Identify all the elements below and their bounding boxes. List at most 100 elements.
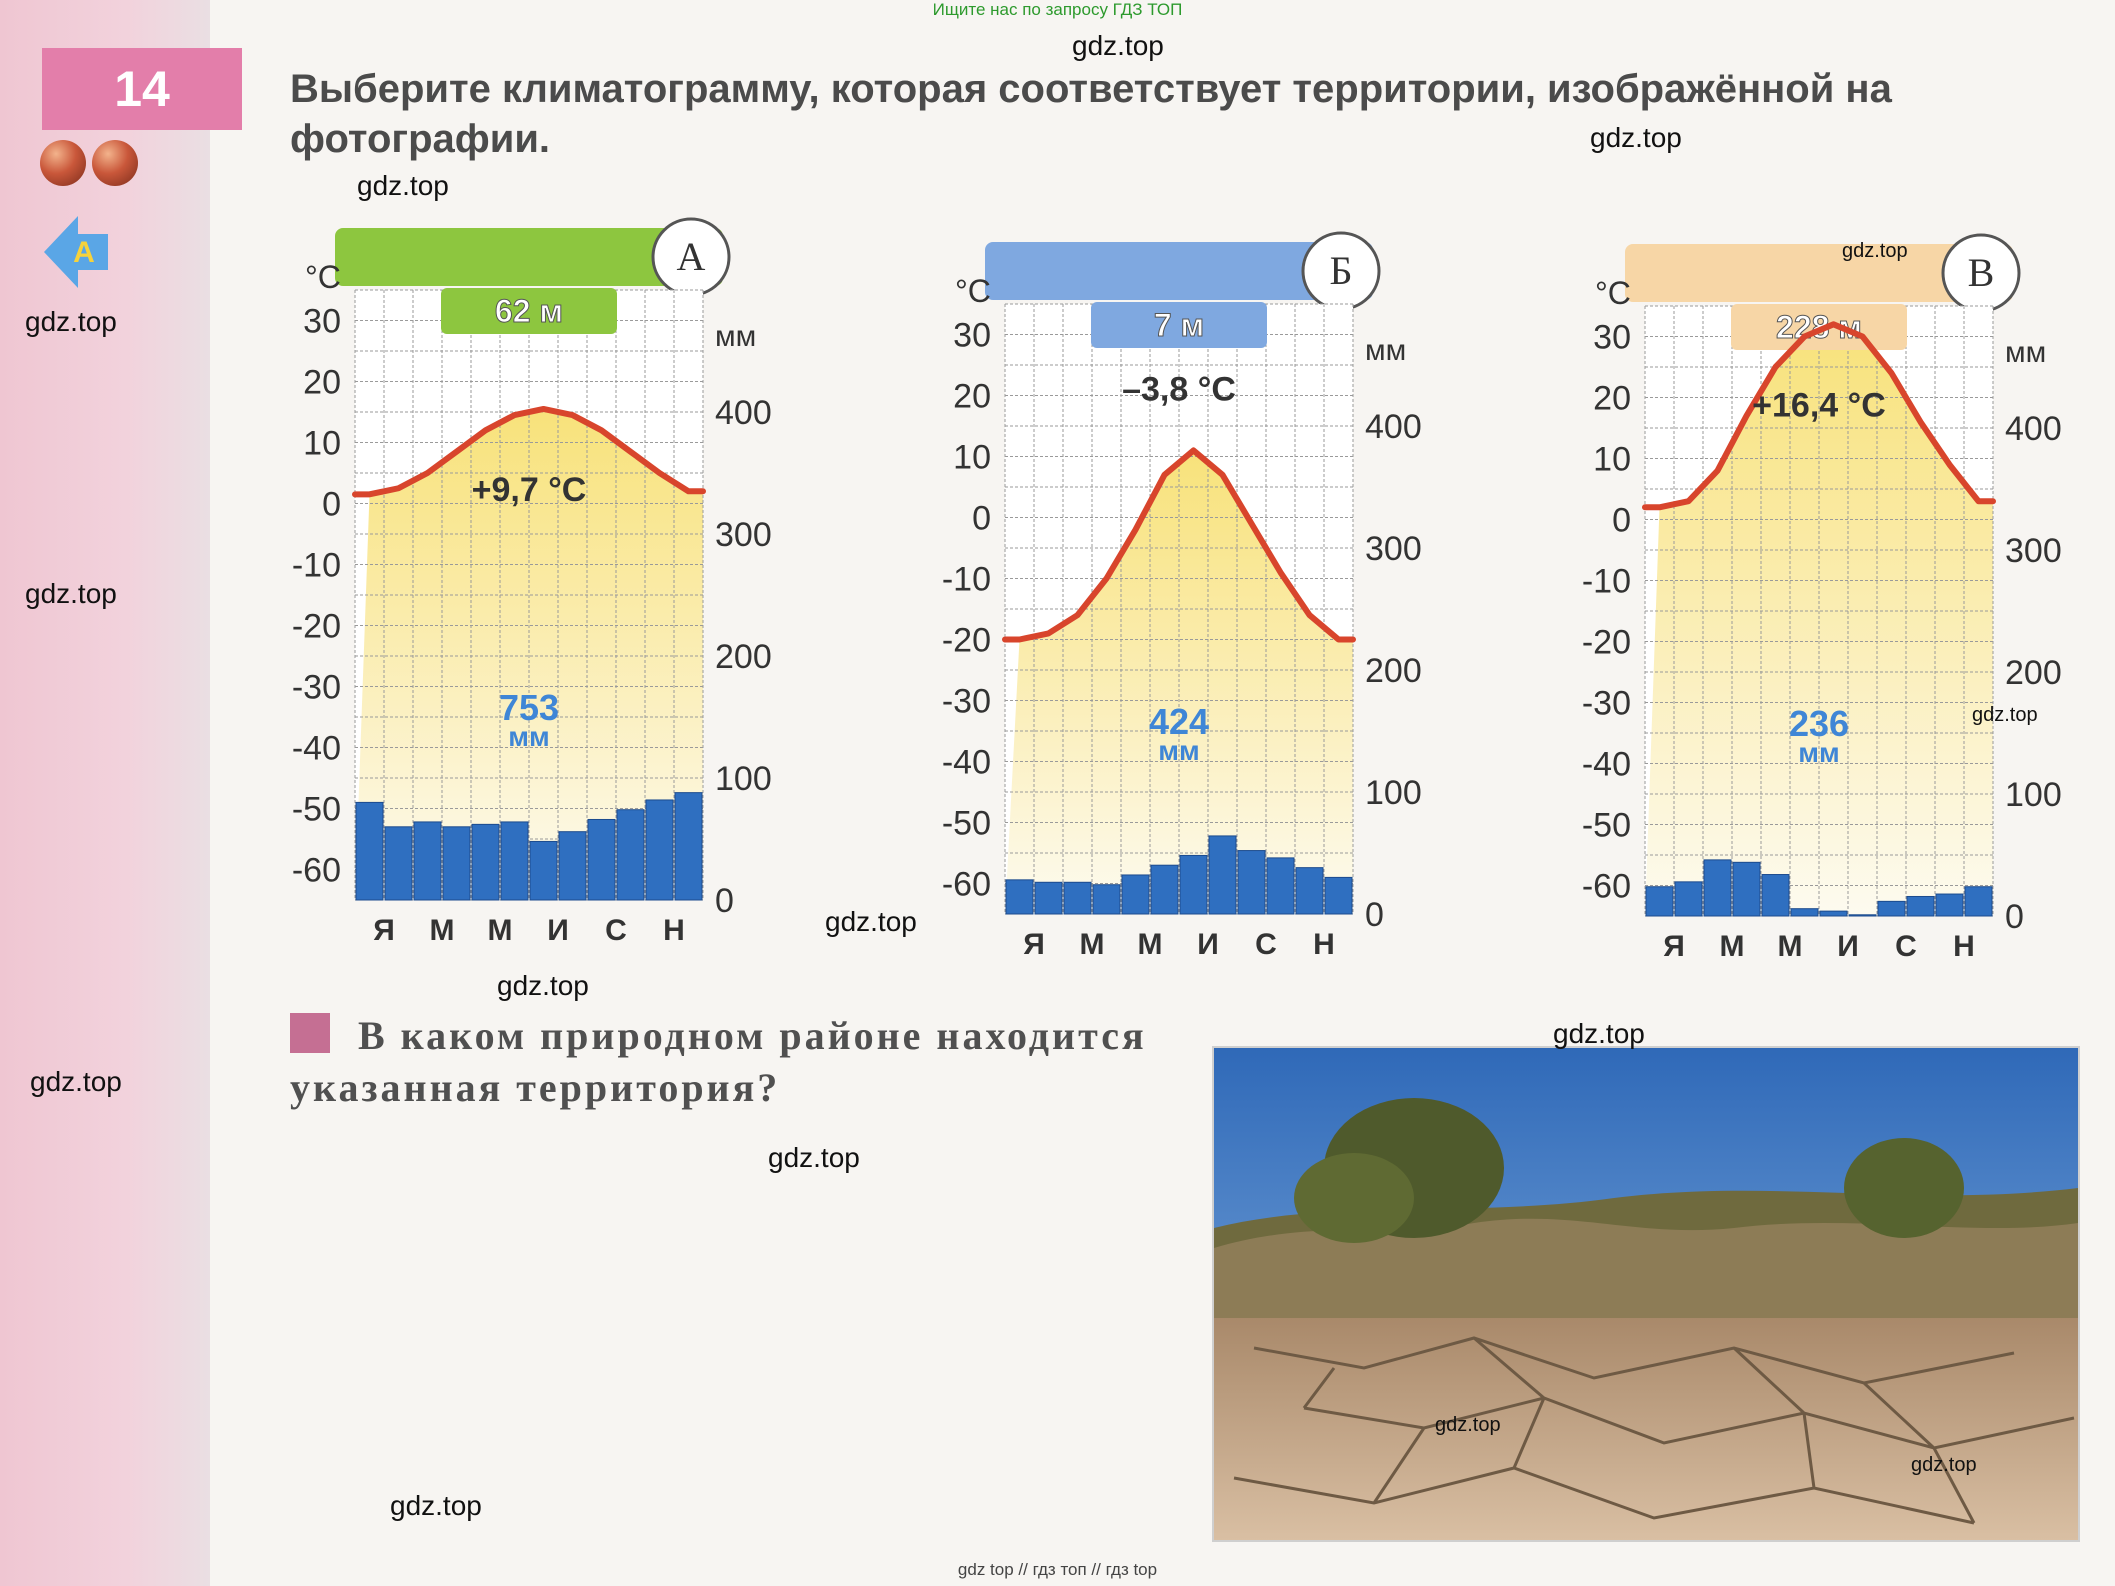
month-label: С	[1255, 928, 1277, 961]
chart-header-bar	[985, 242, 1373, 300]
precipitation-bar	[413, 821, 442, 901]
temp-tick-label: -30	[1582, 685, 1631, 723]
watermark: gdz.top	[825, 906, 917, 937]
month-label: С	[1895, 930, 1917, 963]
month-label: С	[605, 914, 627, 947]
temp-tick-label: 30	[1593, 319, 1631, 357]
watermark: gdz.top	[25, 578, 117, 609]
precipitation-bar	[1237, 850, 1266, 915]
month-label: Н	[1953, 930, 1975, 963]
precip-tick-label: 400	[2005, 410, 2062, 448]
watermark: gdz.top	[1072, 30, 1164, 61]
annual-precipitation-unit: мм	[1798, 737, 1839, 768]
month-label: М	[1720, 930, 1745, 963]
month-label: Н	[1313, 928, 1335, 961]
temp-tick-label: -10	[1582, 563, 1631, 601]
precipitation-bar	[1208, 835, 1237, 915]
precip-tick-label: 300	[1365, 530, 1422, 568]
watermark: gdz.top	[1435, 1414, 1501, 1436]
temp-tick-label: 20	[953, 378, 991, 416]
temp-tick-label: 10	[303, 425, 341, 463]
watermark: gdz.top	[1842, 240, 1908, 262]
temp-tick-label: 30	[953, 317, 991, 355]
task-text: Выберите климатограмму, которая соответс…	[290, 67, 1892, 161]
precipitation-bar	[1179, 854, 1208, 915]
month-label: И	[547, 914, 569, 947]
precipitation-bar	[442, 826, 471, 901]
month-label: М	[1778, 930, 1803, 963]
arrow-a-icon: A	[44, 216, 108, 288]
chart-header-bar	[335, 228, 723, 286]
precip-tick-label: 200	[1365, 652, 1422, 690]
month-label: И	[1837, 930, 1859, 963]
precip-axis-unit: мм	[2005, 336, 2046, 369]
precip-tick-label: 100	[1365, 774, 1422, 812]
difficulty-ball-icon	[92, 140, 138, 186]
precip-tick-label: 300	[715, 516, 772, 554]
chart-letter: А	[677, 234, 706, 279]
annual-temperature-label: +9,7 °C	[472, 471, 587, 509]
month-label: М	[488, 914, 513, 947]
annual-precipitation-value: 236	[1789, 703, 1849, 744]
precipitation-bar	[1266, 857, 1295, 915]
watermark: gdz.top	[390, 1490, 482, 1521]
watermark: gdz.top	[768, 1142, 860, 1173]
month-label: Н	[663, 914, 685, 947]
exercise-number: 14	[42, 48, 242, 130]
precip-tick-label: 0	[715, 882, 734, 920]
month-label: И	[1197, 928, 1219, 961]
watermark: gdz.top	[30, 1066, 122, 1097]
temp-tick-label: -60	[942, 866, 991, 904]
precipitation-bar	[1848, 914, 1877, 917]
precipitation-bar	[616, 809, 645, 901]
precip-tick-label: 400	[1365, 408, 1422, 446]
temp-tick-label: 0	[972, 500, 991, 538]
temp-tick-label: -10	[292, 547, 341, 585]
temp-tick-label: 10	[953, 439, 991, 477]
precipitation-bar	[355, 801, 384, 901]
temp-tick-label: 30	[303, 303, 341, 341]
temp-tick-label: -20	[292, 608, 341, 646]
watermark: gdz.top	[25, 306, 117, 337]
temp-axis-unit: °C	[955, 273, 991, 309]
watermark: gdz.top	[1553, 1018, 1645, 1049]
month-label: Я	[373, 914, 395, 947]
temp-tick-label: -50	[292, 791, 341, 829]
month-label: М	[1138, 928, 1163, 961]
precip-axis-unit: мм	[715, 320, 756, 353]
temp-tick-label: -40	[942, 744, 991, 782]
temp-tick-label: -20	[942, 622, 991, 660]
precipitation-bar	[1295, 867, 1324, 915]
desert-photo	[1212, 1046, 2080, 1542]
watermark: gdz.top	[497, 970, 589, 1001]
precip-tick-label: 100	[2005, 776, 2062, 814]
question-label: В каком природном районе нахо­дится указ…	[290, 1013, 1147, 1110]
temp-tick-label: -60	[292, 852, 341, 890]
temp-tick-label: 20	[303, 364, 341, 402]
temperature-line	[1642, 321, 1996, 511]
temperature-line	[1002, 447, 1356, 643]
annual-temperature-label: –3,8 °C	[1122, 370, 1236, 408]
temp-tick-label: 10	[1593, 441, 1631, 479]
temp-tick-label: -30	[942, 683, 991, 721]
precip-axis-unit: мм	[1365, 334, 1406, 367]
altitude-label: 228 м	[1776, 309, 1862, 345]
precipitation-bar	[1964, 886, 1993, 917]
temp-tick-label: -40	[1582, 746, 1631, 784]
search-notice: Ищите нас по запросу ГДЗ ТОП	[932, 0, 1183, 19]
precip-tick-label: 0	[2005, 898, 2024, 936]
question-text: В каком природном районе нахо­дится указ…	[290, 1010, 1170, 1114]
precip-tick-label: 200	[715, 638, 772, 676]
altitude-label: 62 м	[495, 293, 563, 329]
precipitation-bar	[1703, 859, 1732, 917]
precipitation-bar	[1005, 879, 1034, 915]
temp-tick-label: 20	[1593, 380, 1631, 418]
precip-tick-label: 300	[2005, 532, 2062, 570]
altitude-box	[441, 288, 617, 334]
month-label: Я	[1663, 930, 1685, 963]
precipitation-bar	[1819, 910, 1848, 917]
temp-tick-label: 0	[1612, 502, 1631, 540]
watermark: gdz.top	[1590, 122, 1682, 153]
precipitation-bar	[500, 821, 529, 901]
temp-axis-unit: °C	[1595, 275, 1631, 311]
